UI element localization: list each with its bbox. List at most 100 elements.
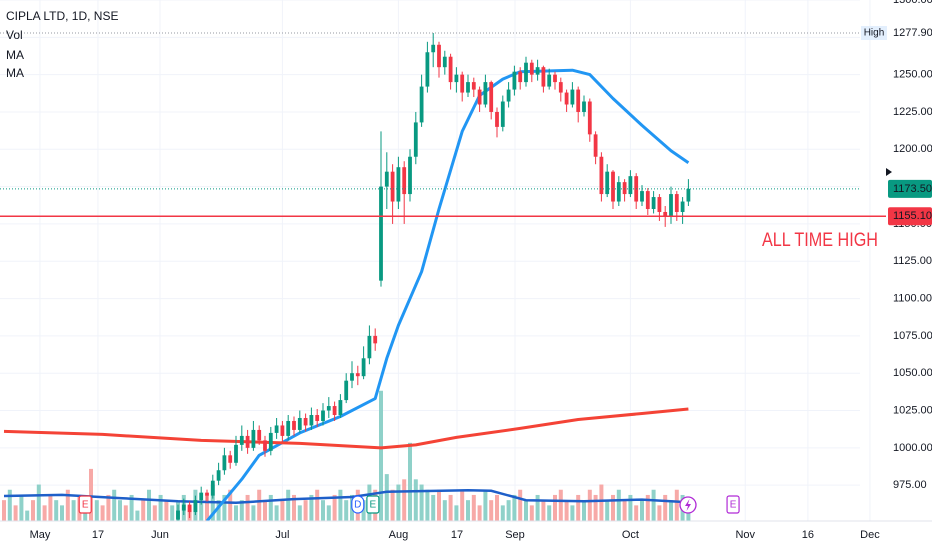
- candle-body: [332, 406, 337, 416]
- volume-bar: [7, 489, 12, 521]
- volume-bar: [65, 489, 70, 521]
- candle-body: [686, 188, 691, 202]
- candle-body: [326, 406, 331, 411]
- volume-bar: [13, 505, 18, 521]
- candle-body: [309, 415, 314, 426]
- volume-bar: [309, 494, 314, 521]
- volume-bar: [489, 500, 494, 521]
- candle-body: [466, 82, 470, 93]
- volume-bar: [605, 500, 610, 521]
- volume-bar: [576, 494, 581, 521]
- candle-body: [628, 176, 633, 195]
- volume-bar: [338, 489, 343, 521]
- x-tick-label: 17: [451, 529, 463, 541]
- event-marker: [351, 495, 365, 514]
- volume-bar: [315, 489, 320, 521]
- volume-bar: [437, 489, 441, 521]
- event-label: E: [370, 500, 377, 511]
- volume-bar: [332, 494, 337, 521]
- candle-body: [599, 156, 604, 195]
- volume-bar: [379, 390, 383, 521]
- y-tick-label: 1025.00: [893, 404, 932, 416]
- volume-bar: [36, 484, 41, 521]
- volume-bar: [245, 494, 250, 521]
- candle-body: [506, 89, 511, 102]
- candle-body: [535, 67, 540, 75]
- volume-bar: [292, 494, 296, 521]
- volume-bar: [48, 494, 53, 521]
- volume-bar: [640, 500, 644, 521]
- price-line-tag: [888, 207, 932, 226]
- y-tick-label: 1100.00: [893, 292, 932, 304]
- event-marker: [78, 495, 92, 514]
- candle-body: [500, 101, 505, 127]
- y-tick-label: 1000.00: [893, 442, 932, 454]
- volume-bar: [431, 494, 436, 521]
- candle-body: [187, 504, 192, 513]
- volume-bar: [158, 494, 163, 521]
- candle-body: [292, 420, 296, 430]
- grid: [0, 0, 871, 521]
- candle-body: [361, 358, 366, 377]
- volume-bar: [500, 505, 505, 521]
- volume-bar: [222, 494, 227, 521]
- candle-body: [483, 82, 488, 105]
- candle-body: [338, 400, 343, 416]
- volume-bar: [106, 494, 111, 521]
- candle-body: [384, 171, 389, 187]
- volume-bar: [506, 500, 511, 521]
- volume-bar: [442, 500, 447, 521]
- candle-body: [518, 71, 523, 83]
- high-label: 1277.90: [893, 27, 932, 39]
- volume-bar: [599, 484, 604, 521]
- candle-body: [553, 74, 557, 83]
- volume-bar: [94, 500, 99, 521]
- volume-bar: [100, 505, 105, 521]
- candle-body: [471, 82, 476, 90]
- candle-body: [390, 171, 395, 202]
- volume-bar: [31, 500, 35, 521]
- volume-bar: [477, 505, 482, 521]
- candle-body: [402, 167, 407, 195]
- candle-body: [315, 415, 320, 421]
- candle-body: [263, 440, 267, 451]
- last-price-label: 1173.50: [893, 183, 932, 195]
- candle-body: [350, 373, 354, 381]
- candle-body: [477, 89, 482, 105]
- high-label-bg: [888, 24, 932, 41]
- volume-bar: [257, 489, 262, 521]
- candle-body: [396, 167, 401, 202]
- volume-bar: [251, 505, 256, 521]
- volume-bar: [274, 505, 279, 521]
- last-price-tag: [888, 179, 932, 198]
- volume-bar: [529, 505, 534, 521]
- candle-body: [344, 380, 349, 401]
- candle-body: [489, 82, 494, 112]
- volume-ma-line: [3, 489, 689, 505]
- volume-bar: [286, 489, 291, 521]
- volume-bar: [593, 494, 598, 521]
- volume-bar: [199, 500, 204, 521]
- volume-bar: [239, 500, 244, 521]
- candle-body: [541, 67, 546, 87]
- volume-bar: [303, 500, 308, 521]
- volume-bar: [413, 479, 418, 521]
- high-tag-text: High: [864, 28, 885, 39]
- legend-entry: MA: [6, 66, 24, 80]
- candle-body: [408, 156, 412, 195]
- candle-body: [425, 52, 430, 87]
- x-tick-label: Nov: [735, 529, 755, 541]
- volume-bar: [628, 494, 633, 521]
- volume-bar: [651, 489, 656, 521]
- volume-bar: [663, 494, 668, 521]
- volume-bar: [216, 500, 221, 521]
- volume-bar: [268, 494, 273, 521]
- volume-bar: [622, 500, 627, 521]
- candle-body: [657, 197, 662, 212]
- x-tick-label: Jun: [151, 529, 169, 541]
- candle-body: [245, 435, 250, 448]
- candle-body: [442, 56, 447, 68]
- volume-bar: [147, 489, 151, 521]
- volume-bar: [118, 500, 122, 521]
- candle-body: [199, 492, 204, 501]
